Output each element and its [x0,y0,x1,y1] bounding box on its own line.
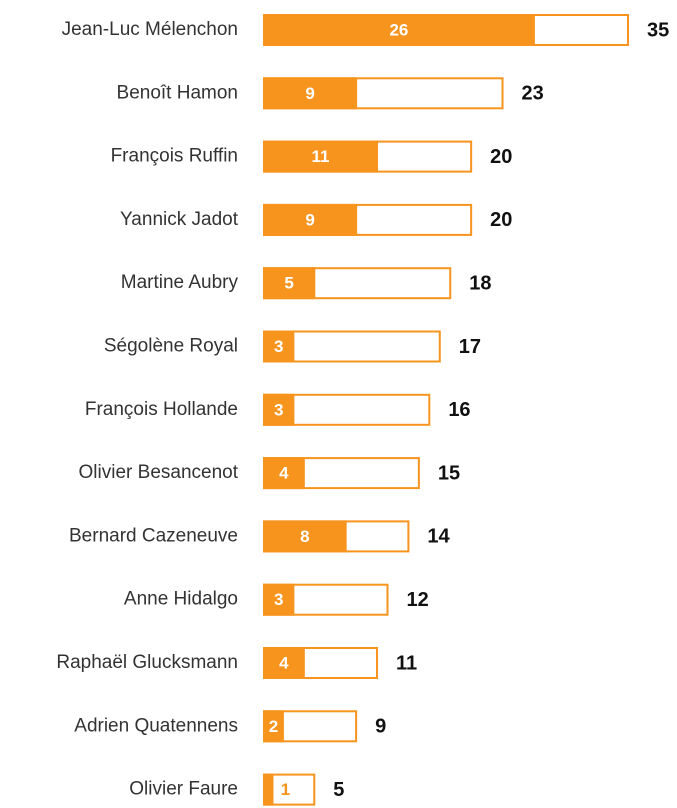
total-label: 14 [427,526,450,548]
value-bar [263,520,347,553]
category-label: Olivier Besancenot [79,462,239,483]
value-label: 11 [312,147,330,166]
value-label: 4 [279,464,289,483]
total-label: 5 [333,779,344,801]
value-label: 5 [284,274,293,293]
category-label: Martine Aubry [121,272,239,293]
total-label: 16 [448,399,470,421]
category-label: Jean-Luc Mélenchon [62,19,238,40]
value-bar [263,203,358,236]
value-bar [263,140,379,173]
value-bar [263,77,358,110]
total-label: 17 [459,336,481,358]
value-bar [263,773,274,806]
value-label: 3 [274,400,283,419]
total-label: 15 [438,462,460,484]
value-label: 9 [305,84,314,103]
category-label: François Hollande [85,399,238,420]
value-bar [263,457,305,490]
value-label: 9 [305,210,314,229]
total-label: 12 [406,589,428,611]
value-bar [263,267,316,300]
value-label: 4 [279,653,289,672]
total-label: 9 [375,716,386,738]
total-label: 18 [469,272,491,294]
value-label: 2 [269,717,278,736]
category-label: Ségolène Royal [104,336,238,357]
value-label: 1 [281,780,290,799]
value-bar [263,647,305,679]
total-label: 35 [647,19,669,41]
value-bar [263,710,284,743]
value-bar [263,393,295,426]
category-label: Raphaël Glucksmann [56,652,238,673]
value-bar [263,583,295,616]
total-label: 20 [490,209,512,231]
category-label: Yannick Jadot [120,209,239,230]
value-label: 3 [274,337,283,356]
category-label: François Ruffin [111,146,238,167]
value-label: 26 [389,20,408,39]
value-bar [263,330,295,363]
category-label: Bernard Cazeneuve [69,525,238,546]
category-label: Anne Hidalgo [124,589,238,610]
category-label: Adrien Quatennens [74,715,238,736]
total-label: 23 [522,83,544,105]
category-label: Benoît Hamon [117,82,238,103]
total-label: 11 [396,652,417,674]
value-label: 3 [274,590,283,609]
total-label: 20 [490,146,512,168]
value-bar [263,14,535,46]
category-label: Olivier Faure [129,779,238,800]
value-label: 8 [300,527,309,546]
